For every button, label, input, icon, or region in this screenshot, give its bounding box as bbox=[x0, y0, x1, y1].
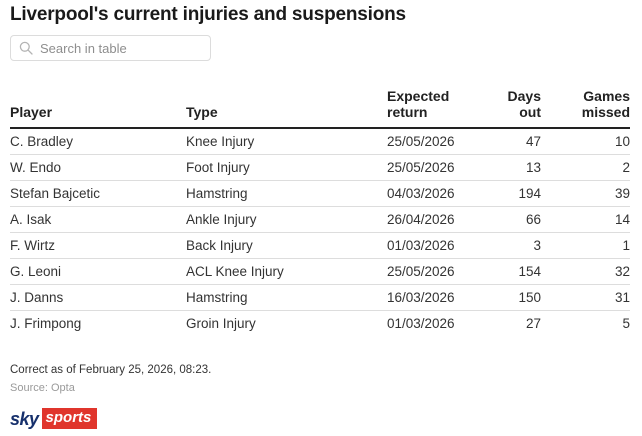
type-cell: Foot Injury bbox=[186, 154, 387, 181]
type-cell: Knee Injury bbox=[186, 128, 387, 155]
player-cell: J. Frimpong bbox=[10, 315, 82, 331]
games-missed-cell: 31 bbox=[541, 284, 630, 311]
correct-as-of-note: Correct as of February 25, 2026, 08:23. bbox=[10, 364, 212, 376]
table-row: F. Wirtz Back Injury 01/03/2026 3 1 bbox=[10, 232, 630, 259]
days-out-cell: 66 bbox=[491, 206, 541, 233]
player-cell: W. Endo bbox=[10, 154, 186, 181]
column-header-expected-return: Expected return bbox=[387, 88, 450, 120]
column-header-days-out: Days out bbox=[507, 88, 541, 120]
type-cell: Hamstring bbox=[186, 284, 387, 311]
table-row: J. Danns Hamstring 16/03/2026 150 31 bbox=[10, 284, 630, 311]
search-input[interactable] bbox=[40, 40, 202, 56]
expected-return-cell: 16/03/2026 bbox=[387, 284, 491, 311]
sports-logo-text: sports bbox=[41, 408, 98, 429]
search-icon bbox=[19, 41, 33, 55]
search-box[interactable] bbox=[10, 35, 211, 61]
games-missed-cell: 14 bbox=[541, 206, 630, 233]
injuries-table: Player Type Expected return Days out Gam… bbox=[10, 88, 630, 336]
type-cell: Ankle Injury bbox=[186, 206, 387, 233]
table-row: G. Leoni ACL Knee Injury 25/05/2026 154 32 bbox=[10, 258, 630, 285]
sky-logo-text: sky bbox=[10, 408, 39, 429]
table-header: Player Type Expected return Days out Gam… bbox=[10, 88, 630, 128]
table-body: C. Bradley Knee Injury 25/05/2026 47 10 W. En… bbox=[10, 128, 630, 336]
type-cell: Hamstring bbox=[186, 180, 387, 207]
expected-return-cell: 26/04/2026 bbox=[387, 206, 491, 233]
expected-return-cell: 01/03/2026 bbox=[387, 315, 455, 331]
type-cell: Back Injury bbox=[186, 232, 387, 259]
table-row: J. Frimpong Groin Injury 01/03/2026 27 5 bbox=[10, 310, 630, 336]
games-missed-cell: 10 bbox=[541, 128, 630, 155]
games-missed-cell: 1 bbox=[541, 232, 630, 259]
column-header-player: Player bbox=[10, 104, 53, 120]
days-out-cell: 13 bbox=[491, 154, 541, 181]
days-out-cell: 47 bbox=[491, 128, 541, 155]
player-cell: G. Leoni bbox=[10, 258, 186, 285]
games-missed-cell: 2 bbox=[541, 154, 630, 181]
expected-return-cell: 01/03/2026 bbox=[387, 232, 491, 259]
games-missed-cell: 39 bbox=[541, 180, 630, 207]
table-row: W. Endo Foot Injury 25/05/2026 13 2 bbox=[10, 154, 630, 181]
player-cell: A. Isak bbox=[10, 206, 186, 233]
table-header-row: Player Type Expected return Days out Gam… bbox=[10, 88, 630, 128]
days-out-cell: 27 bbox=[525, 315, 541, 331]
days-out-cell: 3 bbox=[491, 232, 541, 259]
expected-return-cell: 25/05/2026 bbox=[387, 258, 491, 285]
days-out-cell: 150 bbox=[491, 284, 541, 311]
expected-return-cell: 25/05/2026 bbox=[387, 128, 491, 155]
expected-return-cell: 25/05/2026 bbox=[387, 154, 491, 181]
games-missed-cell: 32 bbox=[541, 258, 630, 285]
type-cell: Groin Injury bbox=[186, 315, 256, 331]
player-cell: C. Bradley bbox=[10, 128, 186, 155]
page-title: Liverpool's current injuries and suspens… bbox=[10, 4, 406, 25]
player-cell: Stefan Bajcetic bbox=[10, 180, 186, 207]
type-cell: ACL Knee Injury bbox=[186, 258, 387, 285]
days-out-cell: 194 bbox=[491, 180, 541, 207]
player-cell: J. Danns bbox=[10, 284, 186, 311]
games-missed-cell: 5 bbox=[622, 315, 630, 331]
table-row: A. Isak Ankle Injury 26/04/2026 66 14 bbox=[10, 206, 630, 233]
source-note: Source: Opta bbox=[10, 382, 75, 394]
column-header-type: Type bbox=[186, 104, 218, 120]
player-cell: F. Wirtz bbox=[10, 232, 186, 259]
days-out-cell: 154 bbox=[491, 258, 541, 285]
table-row: Stefan Bajcetic Hamstring 04/03/2026 194 39 bbox=[10, 180, 630, 207]
expected-return-cell: 04/03/2026 bbox=[387, 180, 491, 207]
table-row: C. Bradley Knee Injury 25/05/2026 47 10 bbox=[10, 128, 630, 155]
column-header-games-missed: Games missed bbox=[581, 88, 630, 120]
sky-sports-logo: sky sports bbox=[10, 408, 98, 429]
